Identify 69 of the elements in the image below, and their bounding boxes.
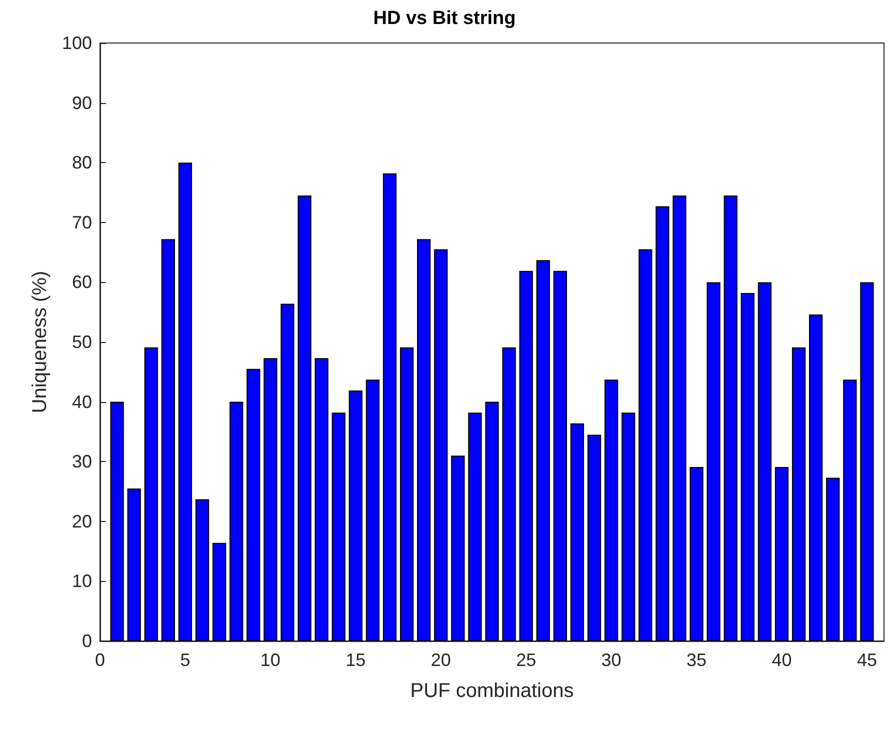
y-tick-label: 60 <box>72 272 92 292</box>
x-axis-title: PUF combinations <box>410 680 574 702</box>
bar <box>570 423 584 641</box>
y-tick-label: 80 <box>72 152 92 173</box>
x-tick-label: 15 <box>346 650 366 670</box>
bar <box>434 249 448 641</box>
x-tick-label: 0 <box>94 650 106 670</box>
bar <box>724 195 738 641</box>
bar <box>366 380 380 641</box>
bar <box>246 368 260 641</box>
y-tick-label: 100 <box>62 33 92 53</box>
x-tick-label: 30 <box>601 650 622 670</box>
x-tick-label: 25 <box>516 650 536 670</box>
bar <box>110 402 124 641</box>
bar <box>144 347 158 641</box>
bar <box>638 249 652 641</box>
x-tick-label: 45 <box>856 650 877 670</box>
bar <box>774 466 789 641</box>
bar <box>672 195 686 641</box>
bar <box>451 456 465 641</box>
bar <box>740 292 754 641</box>
bar <box>622 412 636 641</box>
y-tick-label: 50 <box>72 332 92 352</box>
y-tick-label: 40 <box>72 392 92 412</box>
bar <box>400 347 414 641</box>
bar <box>860 282 874 641</box>
bar <box>417 239 431 641</box>
bar <box>230 402 244 641</box>
bar <box>809 314 823 641</box>
y-tick-label: 90 <box>72 92 92 113</box>
y-tick-label: 10 <box>72 571 92 592</box>
bar <box>178 162 192 641</box>
y-tick-label: 0 <box>82 631 92 651</box>
bar <box>212 542 226 641</box>
bar <box>519 270 533 641</box>
y-tick-label: 20 <box>72 511 92 532</box>
bar <box>536 260 550 641</box>
bar <box>468 412 482 641</box>
y-tick-label: 30 <box>72 452 92 472</box>
x-tick-label: 10 <box>260 650 280 670</box>
bar <box>382 173 397 641</box>
bar <box>485 402 499 641</box>
bar <box>706 282 720 641</box>
x-tick-label: 5 <box>180 650 190 670</box>
bar <box>332 412 346 641</box>
bar <box>314 358 328 641</box>
y-tick-label: 70 <box>72 212 92 232</box>
bar <box>161 239 175 641</box>
bar <box>502 347 516 641</box>
bar <box>348 390 362 641</box>
chart-title: HD vs Bit string <box>373 8 516 29</box>
bar <box>843 380 857 641</box>
bar <box>587 434 602 641</box>
bar <box>826 478 840 641</box>
bar <box>758 282 772 641</box>
bar <box>690 466 704 641</box>
bar <box>298 195 312 641</box>
x-tick-label: 35 <box>686 650 707 670</box>
bar <box>553 270 567 641</box>
bar <box>127 488 141 641</box>
bar <box>792 347 806 641</box>
bar <box>656 206 670 641</box>
x-tick-label: 40 <box>772 650 792 670</box>
x-tick-label: 20 <box>430 650 451 670</box>
bar <box>195 499 210 641</box>
bar <box>264 358 278 641</box>
bar <box>604 380 618 641</box>
y-axis-title: Uniqueness (%) <box>29 270 51 414</box>
bar <box>280 304 294 641</box>
